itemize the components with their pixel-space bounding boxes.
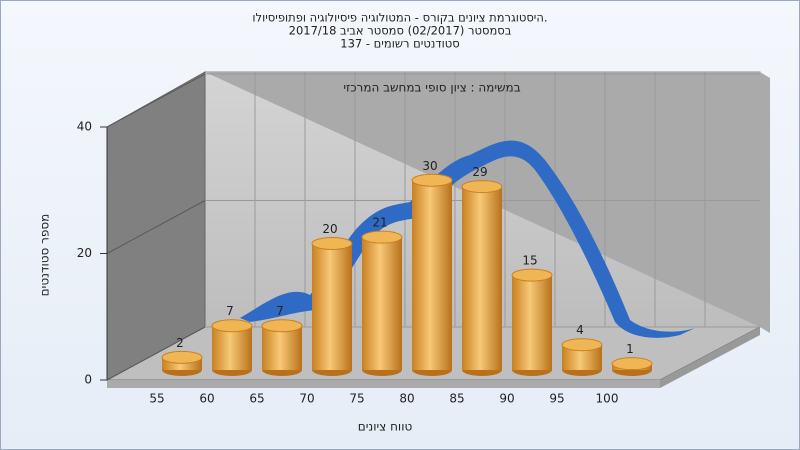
annotation: במשימה : ציון סופי במחשב המרכזי [343,81,520,95]
bar-top [311,237,353,250]
bar [312,243,352,370]
y-axis-label: מספר סטודנטים [38,214,52,297]
y-tick-label: 40 [77,120,92,134]
bar [362,237,402,370]
bar-top [411,173,453,187]
value-label: 7 [276,304,284,318]
value-label: 4 [576,323,584,337]
x-tick-label: 80 [399,392,414,406]
value-label: 15 [522,254,537,268]
bar-top [461,180,503,194]
value-label: 30 [422,159,437,173]
grid-line [106,326,206,381]
chart-title: היסטוגרמת ציונים בקורס - המטולוגיה פיסיו… [252,11,547,25]
bar-top [511,268,553,282]
value-label: 1 [626,342,634,356]
bar-top [361,230,403,244]
value-label: 29 [472,165,487,179]
left-wall [106,71,206,381]
value-label: 21 [372,216,387,230]
x-tick-label: 75 [349,392,364,406]
wall-edge [205,72,770,333]
x-tick-label: 90 [499,392,514,406]
bar [262,325,302,370]
bar [462,186,502,370]
bar-top [161,350,203,364]
bar-top [261,319,303,333]
bar [512,275,552,370]
bar-top [211,319,253,333]
y-tick-label: 20 [77,246,92,260]
value-label: 20 [322,222,337,236]
bar-top [611,357,653,371]
chart-subtitle: סטודנטים רשומים - 137 [340,37,459,51]
bar [212,325,252,370]
y-tick-label: 0 [84,373,92,387]
x-tick-label: 85 [449,392,464,406]
floor-front [107,380,660,388]
x-tick-label: 60 [199,392,214,406]
x-axis-label: טווח ציונים [358,420,413,434]
chart-subtitle: בסמסטר (02/2017) סמסטר אביב 2017/18 [289,24,512,38]
grid-line [106,73,206,128]
x-tick-label: 65 [249,392,264,406]
floor-edge [660,327,760,388]
x-tick-label: 70 [299,392,314,406]
bar [412,180,452,370]
x-tick-label: 55 [149,392,164,406]
grid-line [106,200,206,254]
x-tick-label: 95 [549,392,564,406]
bar-top [561,338,603,352]
value-label: 2 [176,336,184,350]
x-tick-label: 100 [596,392,619,406]
value-label: 7 [226,304,234,318]
